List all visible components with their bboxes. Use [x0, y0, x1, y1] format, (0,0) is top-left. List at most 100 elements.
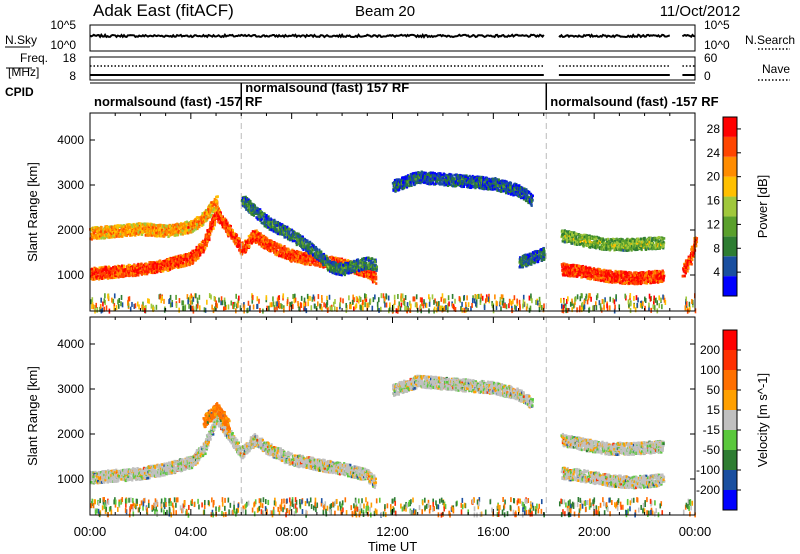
- echo-cell: [200, 219, 203, 222]
- echo-cell: [195, 248, 198, 252]
- echo-cell: [253, 205, 257, 208]
- echo-cell: [189, 251, 193, 255]
- echo-cell: [104, 230, 108, 233]
- echo-cell: [261, 238, 264, 241]
- echo-cell: [271, 220, 274, 223]
- echo-cell: [122, 274, 126, 277]
- echo-cell: [245, 208, 248, 211]
- echo-cell: [375, 277, 378, 281]
- echo-cell: [184, 253, 187, 256]
- echo-cell: [312, 256, 316, 260]
- echo-cell: [300, 252, 304, 256]
- echo-cell: [91, 271, 95, 275]
- echo-cell: [174, 230, 177, 233]
- echo-cell: [150, 230, 153, 234]
- echo-cell: [115, 272, 118, 276]
- echo-cell: [328, 256, 332, 259]
- echo-cell: [177, 254, 180, 258]
- echo-cell: [275, 248, 278, 251]
- echo-cell: [231, 229, 234, 232]
- echo-cell: [100, 234, 103, 238]
- echo-cell: [134, 233, 137, 237]
- echo-cell: [315, 263, 318, 266]
- echo-cell: [212, 227, 215, 230]
- echo-cell: [245, 240, 248, 244]
- echo-cell: [216, 205, 219, 209]
- echo-cell: [208, 212, 211, 216]
- echo-cell: [361, 273, 364, 277]
- echo-cell: [298, 258, 301, 262]
- echo-cell: [129, 267, 132, 270]
- echo-cell: [373, 270, 376, 274]
- echo-cell: [156, 266, 159, 270]
- echo-cell: [250, 241, 253, 245]
- echo-cell: [197, 221, 201, 224]
- echo-cell: [252, 214, 256, 217]
- echo-cell: [137, 232, 140, 236]
- echo-cell: [109, 229, 112, 232]
- echo-cell: [247, 245, 251, 248]
- echo-cell: [281, 246, 285, 250]
- echo-cell: [228, 230, 231, 233]
- echo-cell: [145, 262, 148, 266]
- echo-cell: [210, 229, 213, 233]
- echo-cell: [312, 259, 316, 263]
- echo-cell: [282, 249, 285, 252]
- echo-cell: [160, 233, 163, 237]
- echo-cell: [196, 252, 199, 255]
- echo-cell: [252, 232, 255, 236]
- echo-cell: [128, 223, 131, 226]
- echo-cell: [225, 221, 228, 225]
- echo-cell: [136, 228, 139, 232]
- echo-cell: [98, 237, 101, 240]
- echo-cell: [312, 263, 316, 266]
- echo-cell: [187, 226, 190, 229]
- echo-cell: [276, 220, 280, 224]
- echo-cell: [276, 223, 279, 227]
- echo-cell: [286, 254, 289, 258]
- echo-cell: [211, 206, 214, 210]
- cpid-segment-label: normalsound (fast) -157 RF: [550, 94, 718, 109]
- y-tick-label: 4000: [57, 133, 84, 147]
- echo-cell: [108, 265, 111, 269]
- echo-cell: [158, 223, 161, 227]
- echo-cell: [258, 239, 262, 242]
- echo-cell: [212, 214, 215, 217]
- echo-cell: [196, 226, 199, 229]
- echo-cell: [98, 234, 102, 238]
- echo-cell: [131, 232, 134, 236]
- echo-cell: [195, 247, 199, 250]
- echo-cell: [182, 255, 185, 258]
- echo-cell: [305, 252, 308, 255]
- echo-cell: [196, 222, 199, 226]
- echo-cell: [243, 248, 246, 251]
- echo-cell: [200, 241, 203, 244]
- echo-cell: [168, 225, 171, 228]
- echo-cell: [152, 263, 155, 267]
- echo-cell: [185, 263, 188, 267]
- echo-cell: [139, 269, 142, 273]
- echo-cell: [186, 258, 189, 261]
- echo-cell: [277, 228, 280, 232]
- echo-cell: [155, 227, 158, 230]
- echo-cell: [291, 250, 294, 254]
- echo-cell: [142, 231, 145, 234]
- echo-cell: [228, 224, 231, 227]
- echo-cell: [100, 274, 103, 277]
- echo-cell: [222, 218, 225, 222]
- echo-cell: [135, 268, 138, 272]
- echo-cell: [160, 226, 163, 230]
- echo-cell: [151, 227, 154, 231]
- echo-cell: [371, 280, 375, 284]
- echo-cell: [144, 272, 147, 276]
- echo-cell: [276, 251, 279, 255]
- echo-cell: [277, 232, 280, 236]
- echo-cell: [314, 261, 317, 265]
- echo-cell: [179, 232, 183, 236]
- echo-cell: [283, 246, 286, 249]
- echo-cell: [265, 225, 268, 228]
- echo-cell: [282, 253, 285, 256]
- echo-cell: [200, 248, 203, 252]
- echo-cell: [113, 233, 116, 237]
- echo-cell: [201, 218, 205, 221]
